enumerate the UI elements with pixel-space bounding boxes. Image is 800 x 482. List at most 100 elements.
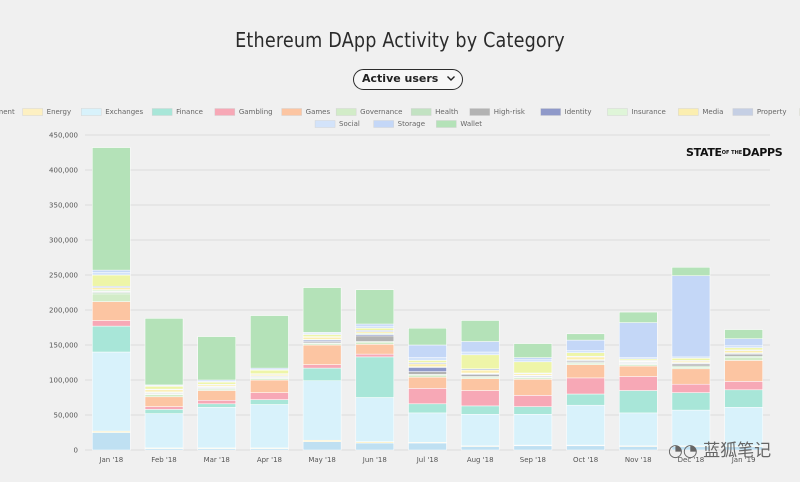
bar-segment[interactable] (355, 289, 395, 325)
bar-segment[interactable] (408, 363, 447, 367)
bar-segment[interactable] (460, 320, 500, 342)
bar-segment[interactable] (566, 350, 605, 353)
bar-segment[interactable] (619, 365, 658, 377)
bar-segment[interactable] (513, 343, 553, 358)
bar-segment[interactable] (197, 381, 236, 385)
bar-segment[interactable] (619, 322, 658, 358)
bar-segment[interactable] (302, 287, 342, 333)
bar-segment[interactable] (724, 357, 763, 361)
legend-item[interactable]: Development (0, 108, 15, 116)
bar-stack[interactable] (250, 315, 289, 451)
bar-segment[interactable] (355, 341, 395, 345)
bar-segment[interactable] (408, 374, 447, 378)
bar-stack[interactable] (460, 320, 500, 451)
bar-segment[interactable] (460, 341, 500, 353)
bar-segment[interactable] (144, 409, 184, 414)
bar-segment[interactable] (144, 406, 184, 410)
bar-segment[interactable] (250, 369, 289, 374)
bar-stack[interactable] (92, 147, 131, 451)
legend-item[interactable]: Games (281, 108, 331, 116)
bar-segment[interactable] (619, 412, 658, 447)
bar-segment[interactable] (408, 403, 447, 414)
bar-stack[interactable] (408, 327, 447, 451)
bar-segment[interactable] (408, 442, 447, 451)
bar-segment[interactable] (92, 287, 131, 290)
bar-segment[interactable] (724, 345, 763, 349)
bar-segment[interactable] (302, 337, 342, 340)
bar-stack[interactable] (197, 336, 236, 451)
bar-segment[interactable] (619, 311, 658, 323)
legend-item[interactable]: Property (732, 108, 787, 116)
bar-segment[interactable] (250, 315, 289, 369)
bar-segment[interactable] (724, 347, 763, 351)
bar-segment[interactable] (513, 361, 553, 374)
bar-segment[interactable] (460, 390, 500, 407)
bar-segment[interactable] (566, 393, 605, 406)
bar-segment[interactable] (724, 381, 763, 391)
bar-stack[interactable] (724, 329, 763, 451)
bar-segment[interactable] (513, 406, 553, 415)
legend-item[interactable]: Social (314, 120, 360, 128)
bar-segment[interactable] (724, 407, 763, 447)
legend-item[interactable]: Health (410, 108, 458, 116)
bar-segment[interactable] (302, 334, 342, 337)
bar-segment[interactable] (566, 445, 605, 451)
bar-segment[interactable] (513, 379, 553, 396)
legend-item[interactable]: Media (678, 108, 723, 116)
bar-segment[interactable] (197, 390, 236, 401)
bar-segment[interactable] (408, 412, 447, 443)
bar-segment[interactable] (355, 442, 395, 451)
bar-segment[interactable] (197, 336, 236, 381)
bar-segment[interactable] (355, 397, 395, 442)
bar-segment[interactable] (671, 267, 711, 276)
bar-segment[interactable] (724, 360, 763, 382)
bar-segment[interactable] (460, 351, 500, 356)
legend-item[interactable]: Finance (151, 108, 203, 116)
bar-segment[interactable] (144, 413, 184, 449)
bar-segment[interactable] (460, 354, 500, 370)
bar-segment[interactable] (619, 376, 658, 391)
bar-stack[interactable] (355, 289, 395, 451)
bar-segment[interactable] (92, 274, 131, 287)
bar-segment[interactable] (460, 405, 500, 415)
chart-bars[interactable] (92, 147, 763, 451)
bar-segment[interactable] (566, 333, 605, 341)
bar-segment[interactable] (671, 392, 711, 411)
bar-segment[interactable] (355, 344, 395, 355)
bar-segment[interactable] (460, 378, 500, 391)
bar-segment[interactable] (92, 432, 131, 451)
bar-segment[interactable] (197, 407, 236, 449)
bar-segment[interactable] (724, 329, 763, 339)
legend-item[interactable]: Gambling (214, 108, 273, 116)
bar-segment[interactable] (197, 403, 236, 408)
bar-segment[interactable] (250, 379, 289, 393)
bar-segment[interactable] (671, 368, 711, 385)
bar-segment[interactable] (724, 353, 763, 357)
bar-segment[interactable] (460, 446, 500, 451)
bar-segment[interactable] (302, 344, 342, 365)
bar-segment[interactable] (566, 352, 605, 357)
bar-segment[interactable] (355, 335, 395, 342)
bar-segment[interactable] (144, 396, 184, 407)
bar-segment[interactable] (144, 318, 184, 386)
bar-segment[interactable] (408, 376, 447, 389)
bar-stack[interactable] (619, 311, 658, 451)
bar-segment[interactable] (408, 371, 447, 375)
bar-segment[interactable] (513, 395, 553, 407)
bar-segment[interactable] (92, 301, 131, 321)
chart-legend[interactable]: Development Energy Exchanges Finance Gamblin… (0, 108, 800, 128)
bar-segment[interactable] (566, 404, 605, 446)
bar-stack[interactable] (302, 287, 342, 451)
bar-stack[interactable] (566, 333, 605, 451)
bar-segment[interactable] (408, 327, 447, 346)
bar-segment[interactable] (302, 364, 342, 369)
bar-segment[interactable] (355, 327, 395, 331)
legend-item[interactable]: Wallet (436, 120, 482, 128)
bar-segment[interactable] (144, 394, 184, 398)
legend-item[interactable]: Governance (335, 108, 402, 116)
bar-segment[interactable] (408, 360, 447, 363)
bar-segment[interactable] (671, 358, 711, 361)
bar-segment[interactable] (408, 344, 447, 358)
bar-segment[interactable] (302, 367, 342, 381)
bar-segment[interactable] (355, 323, 395, 327)
